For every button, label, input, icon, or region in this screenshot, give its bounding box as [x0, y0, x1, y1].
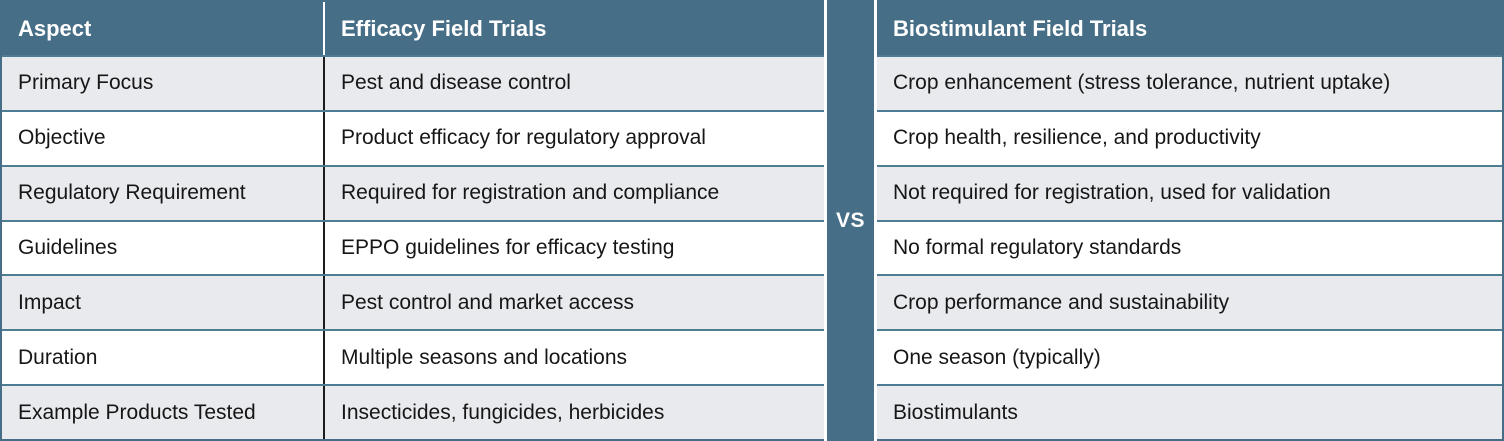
table-row-objective: Objective Product efficacy for regulator…	[2, 109, 824, 165]
detail-cell: Multiple seasons and locations	[341, 345, 628, 369]
detail-cell: Biostimulants	[893, 400, 1018, 424]
table-row-example-products-tested-right: Biostimulants	[877, 384, 1502, 440]
aspect-cell: Example Products Tested	[2, 386, 325, 440]
aspect-cell: Duration	[2, 331, 325, 385]
table-row-duration: Duration Multiple seasons and locations	[2, 329, 824, 385]
efficacy-table: Aspect Efficacy Field Trials Primary Foc…	[0, 0, 824, 441]
table-row-guidelines: Guidelines EPPO guidelines for efficacy …	[2, 219, 824, 275]
detail-cell: EPPO guidelines for efficacy testing	[341, 236, 675, 259]
header-biostimulant-field-trials: Biostimulant Field Trials	[893, 15, 1148, 41]
detail-cell: Crop health, resilience, and productivit…	[893, 126, 1261, 150]
detail-cell: Crop enhancement (stress tolerance, nutr…	[893, 71, 1391, 95]
detail-cell: Crop performance and sustainability	[893, 290, 1230, 314]
biostimulant-table-header-row: Biostimulant Field Trials	[877, 2, 1502, 55]
table-row-regulatory-requirement: Regulatory Requirement Required for regi…	[2, 164, 824, 220]
detail-cell: Insecticides, fungicides, herbicides	[341, 400, 665, 424]
detail-cell: Required for registration and compliance	[341, 181, 720, 205]
biostimulant-table: Biostimulant Field Trials Crop enhanceme…	[877, 0, 1504, 441]
aspect-cell: Regulatory Requirement	[2, 166, 325, 220]
efficacy-table-header-row: Aspect Efficacy Field Trials	[2, 2, 824, 55]
aspect-cell: Objective	[2, 111, 325, 165]
vs-label: VS	[835, 208, 865, 232]
header-aspect: Aspect	[2, 2, 325, 55]
table-row-objective-right: Crop health, resilience, and productivit…	[877, 109, 1502, 165]
table-row-impact-right: Crop performance and sustainability	[877, 274, 1502, 330]
table-row-primary-focus: Primary Focus Pest and disease control	[2, 55, 824, 110]
detail-cell: Not required for registration, used for …	[893, 181, 1331, 205]
detail-cell: Pest and disease control	[341, 71, 571, 95]
aspect-cell: Primary Focus	[2, 57, 325, 110]
table-row-example-products-tested: Example Products Tested Insecticides, fu…	[2, 384, 824, 440]
detail-cell: Product efficacy for regulatory approval	[341, 126, 706, 150]
vs-divider: VS	[824, 0, 877, 441]
table-row-primary-focus-right: Crop enhancement (stress tolerance, nutr…	[877, 55, 1502, 110]
table-row-guidelines-right: No formal regulatory standards	[877, 219, 1502, 275]
table-row-duration-right: One season (typically)	[877, 329, 1502, 385]
aspect-cell: Guidelines	[2, 221, 325, 275]
detail-cell: One season (typically)	[893, 345, 1101, 369]
detail-cell: No formal regulatory standards	[893, 236, 1182, 259]
table-row-impact: Impact Pest control and market access	[2, 274, 824, 330]
aspect-cell: Impact	[2, 276, 325, 330]
table-row-regulatory-requirement-right: Not required for registration, used for …	[877, 164, 1502, 220]
header-efficacy-field-trials: Efficacy Field Trials	[341, 15, 547, 41]
detail-cell: Pest control and market access	[341, 290, 634, 314]
